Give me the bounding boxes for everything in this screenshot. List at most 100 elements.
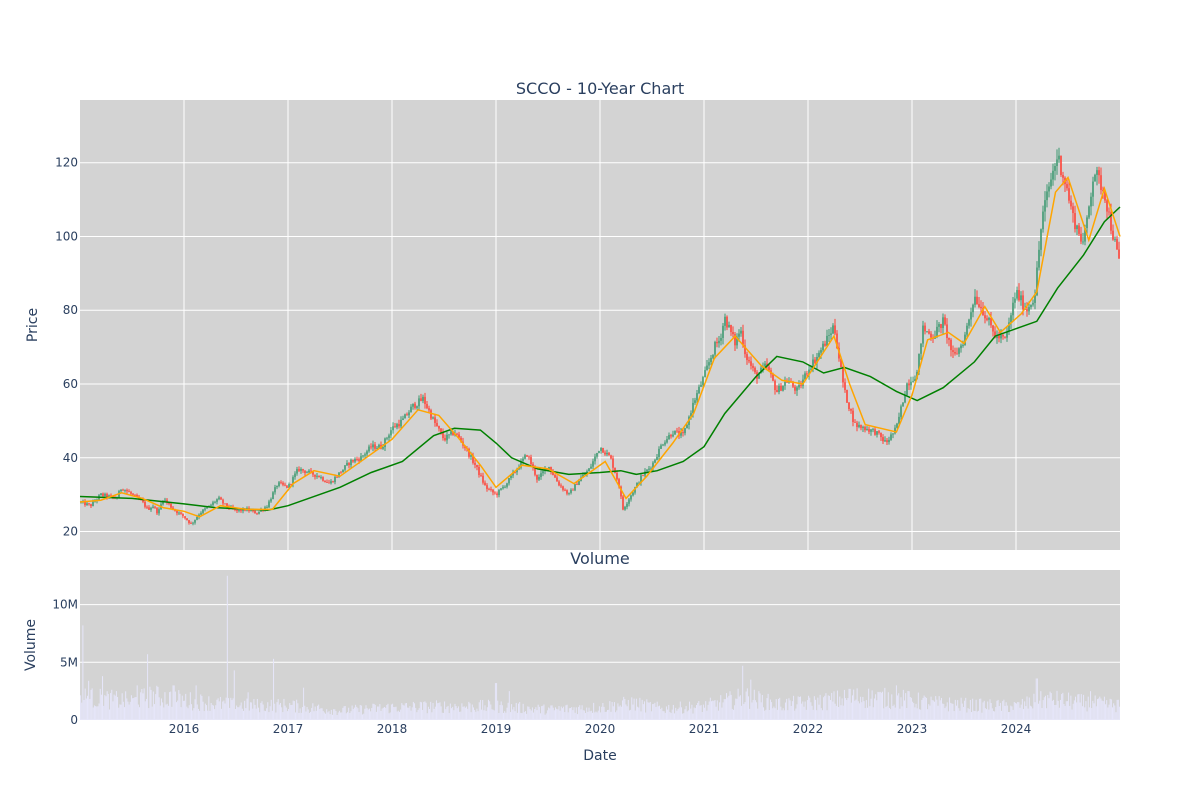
volume-bar: [536, 710, 538, 720]
volume-bar: [946, 702, 948, 720]
candle-body: [350, 459, 352, 466]
volume-bar: [149, 686, 151, 720]
volume-bar: [923, 695, 925, 720]
volume-bar: [825, 693, 827, 720]
volume-bar: [843, 689, 845, 720]
volume-bar: [504, 711, 506, 720]
volume-bar: [1003, 699, 1005, 720]
candle-body: [888, 439, 890, 443]
candle-body: [772, 374, 774, 381]
candle-body: [202, 509, 204, 513]
candle-body: [282, 482, 284, 485]
volume-bar: [927, 709, 929, 720]
volume-bar: [1114, 705, 1116, 720]
volume-bar: [395, 706, 397, 720]
candle-body: [710, 357, 712, 363]
candle-body: [542, 471, 544, 474]
volume-bar: [1032, 708, 1034, 720]
volume-bar: [331, 714, 333, 720]
candle-body: [432, 417, 434, 419]
volume-bar: [882, 691, 884, 720]
volume-bar: [732, 709, 734, 720]
volume-bar: [974, 711, 976, 720]
volume-bar: [289, 703, 291, 720]
volume-bar: [972, 698, 974, 720]
candle-body: [1052, 170, 1054, 180]
volume-bar: [969, 699, 971, 720]
candle-body: [1054, 166, 1056, 171]
candle-body: [372, 444, 374, 448]
candle-body: [558, 481, 560, 486]
volume-bar: [596, 712, 598, 720]
volume-bar: [731, 708, 733, 720]
candle-body: [374, 444, 376, 449]
candle-body: [1094, 174, 1096, 182]
candle-body: [728, 324, 730, 328]
volume-bar: [964, 700, 966, 720]
volume-bar: [620, 706, 622, 720]
volume-bar: [1006, 705, 1008, 720]
volume-bar: [269, 706, 271, 720]
volume-bar: [767, 693, 769, 720]
volume-bar: [87, 695, 89, 720]
volume-bar: [1031, 706, 1033, 720]
volume-bar: [869, 706, 871, 720]
candle-body: [192, 522, 194, 524]
candle-body: [1030, 304, 1032, 308]
volume-bar: [1023, 709, 1025, 720]
volume-bar: [516, 712, 518, 720]
price-tick-label: 40: [63, 451, 78, 465]
volume-bar: [575, 707, 577, 720]
volume-bar: [435, 700, 437, 720]
volume-bar: [147, 654, 149, 720]
volume-bar: [196, 704, 198, 720]
volume-bar: [699, 705, 701, 720]
candle-body: [992, 325, 994, 332]
volume-bar: [189, 692, 191, 720]
candle-body: [130, 492, 132, 494]
volume-bar: [708, 701, 710, 720]
volume-bar: [351, 705, 353, 720]
volume-bar: [773, 706, 775, 720]
volume-bar: [515, 702, 517, 720]
volume-bar: [717, 710, 719, 720]
volume-bar: [806, 700, 808, 720]
candle-body: [956, 353, 958, 355]
candle-body: [862, 426, 864, 428]
volume-bar: [100, 694, 102, 720]
candle-body: [1058, 155, 1060, 160]
candle-body: [864, 426, 866, 431]
volume-bar: [210, 702, 212, 720]
volume-bar: [757, 708, 759, 720]
volume-bar: [625, 704, 627, 720]
candle-body: [960, 345, 962, 349]
volume-bar: [976, 711, 978, 720]
volume-bar: [362, 714, 364, 720]
candle-body: [1036, 267, 1038, 296]
candle-body: [514, 472, 516, 474]
volume-bar: [1027, 708, 1029, 720]
volume-bar: [700, 705, 702, 720]
volume-bar: [1039, 700, 1041, 720]
volume-bar: [1041, 708, 1043, 720]
volume-bar: [1096, 699, 1098, 720]
volume-bar: [509, 712, 511, 720]
candle-body: [720, 337, 722, 341]
volume-bar: [758, 691, 760, 720]
volume-bar: [418, 708, 420, 720]
volume-bar: [657, 706, 659, 720]
volume-bar: [565, 705, 567, 720]
volume-bar: [868, 688, 870, 720]
volume-bar: [454, 703, 456, 720]
volume-bar: [185, 693, 187, 720]
volume-bar: [411, 707, 413, 720]
volume-bar: [537, 704, 539, 720]
volume-bar: [781, 710, 783, 720]
candle-body: [418, 398, 420, 407]
candle-body: [512, 472, 514, 476]
candle-body: [278, 482, 280, 487]
candle-body: [990, 317, 992, 326]
volume-bar: [1071, 709, 1073, 720]
volume-bar: [552, 707, 554, 720]
volume-bar: [715, 706, 717, 720]
